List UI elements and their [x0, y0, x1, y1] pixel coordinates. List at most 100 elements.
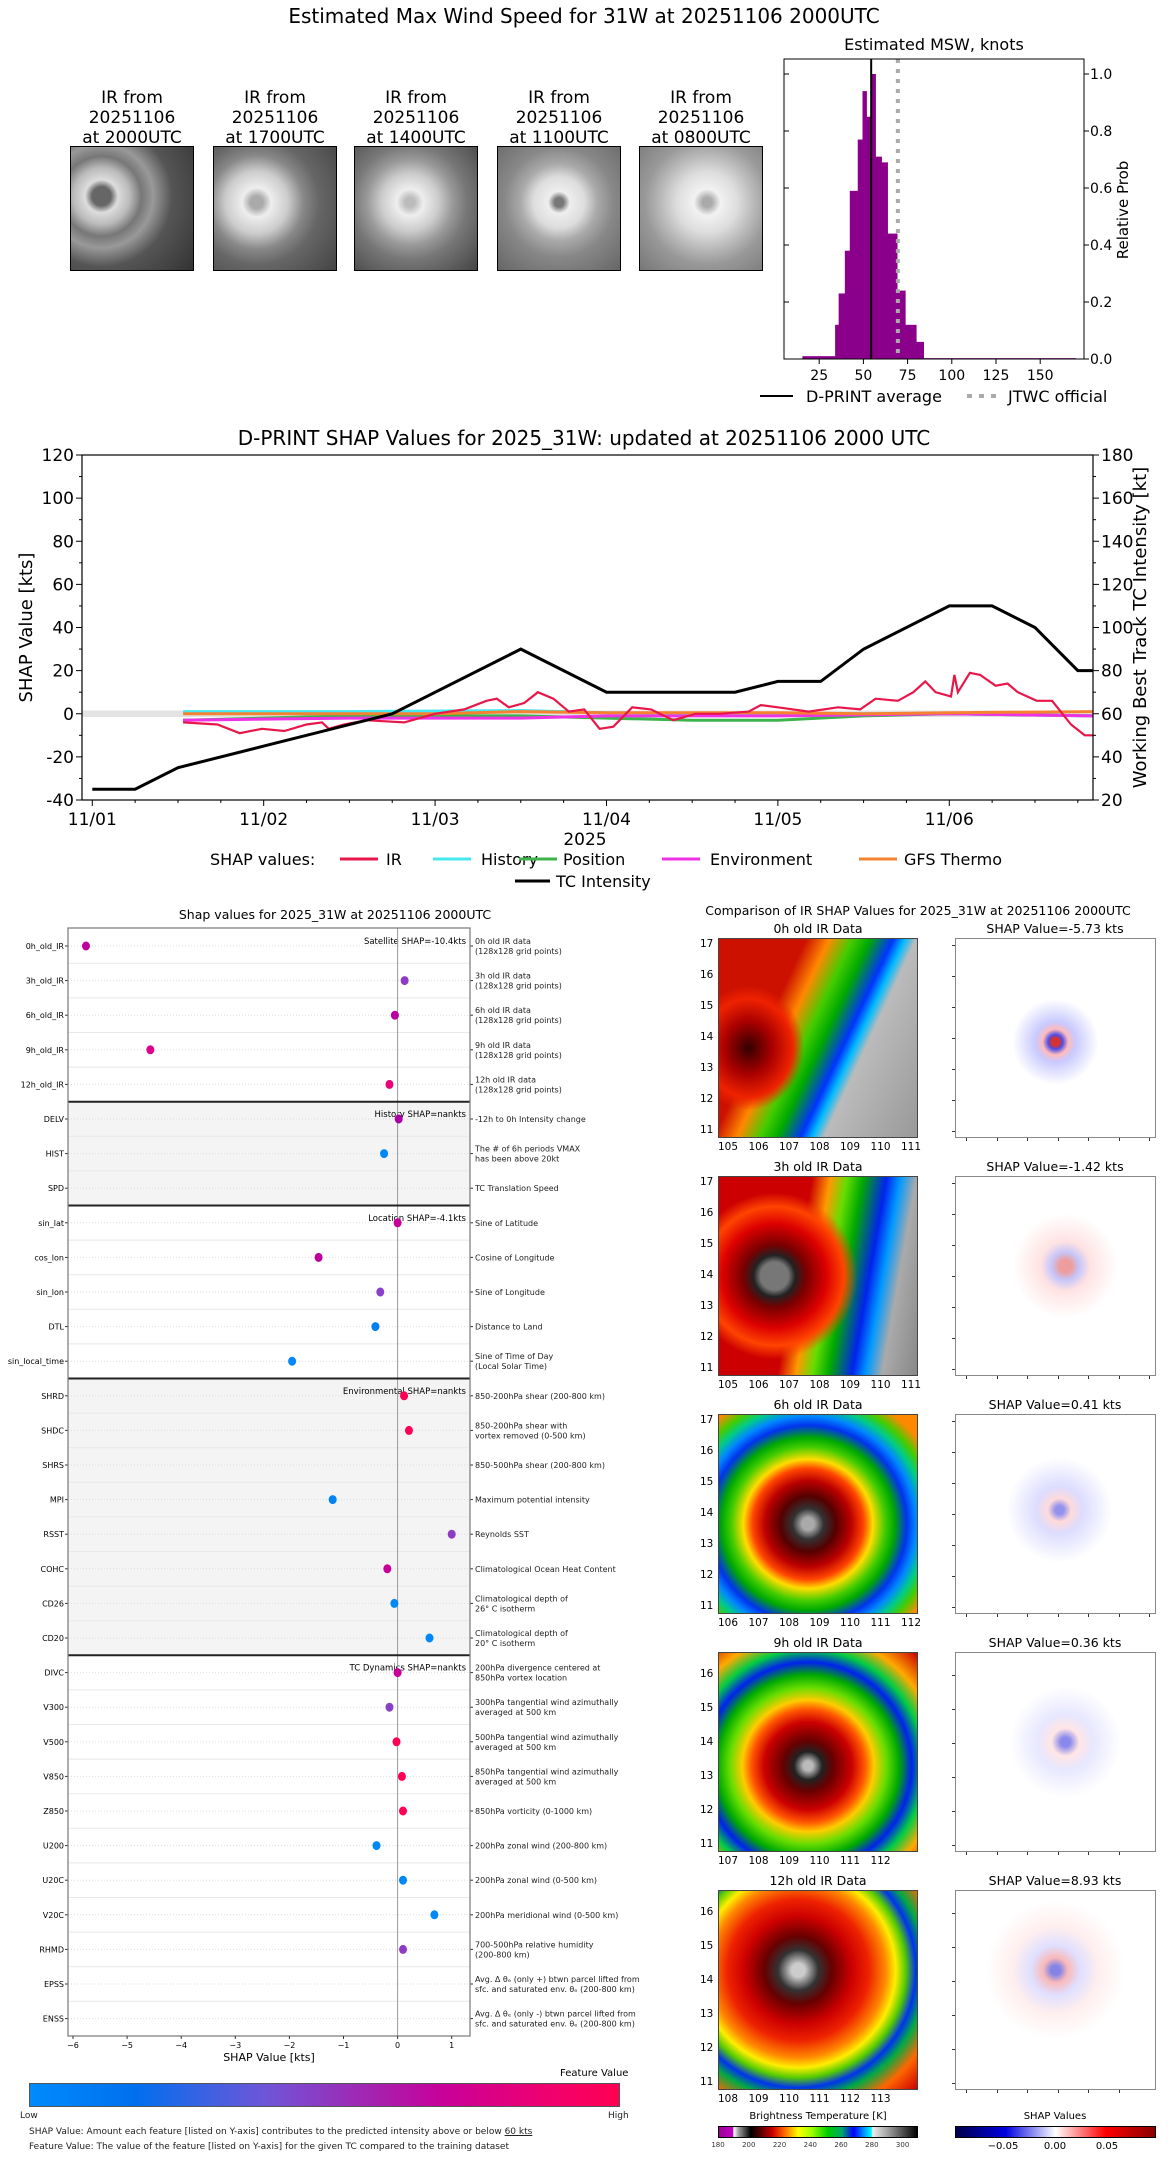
feature-description-line: 200hPa zonal wind (0-500 km) — [475, 1876, 597, 1885]
shap-x-tick — [996, 1614, 998, 1617]
longitude-tick-label: 109 — [778, 1855, 800, 1867]
feature-description-line: Climatological depth of — [475, 1629, 568, 1638]
feature-label: U200 — [43, 1842, 64, 1851]
feature-description: 200hPa zonal wind (0-500 km) — [475, 1876, 597, 1885]
feature-description: Sine of Time of Day (Local Solar Time) — [475, 1352, 554, 1371]
page-title: Estimated Max Wind Speed for 31W at 2025… — [288, 4, 880, 28]
x-tick-label: 11/04 — [582, 810, 631, 830]
longitude-tick-label: 112 — [900, 1617, 922, 1629]
x-tick-label: 0 — [395, 2041, 400, 2050]
shap-map-panel — [955, 938, 1156, 1138]
thumbnail-label-line: at 1100UTC — [509, 128, 609, 148]
legend-label: Position — [563, 850, 625, 869]
longitude-tick-label: 108 — [809, 1379, 830, 1391]
x-tick-label: 1 — [449, 2041, 454, 2050]
latitude-tick-label: 11 — [700, 1600, 714, 1612]
longitude-tick-label: 105 — [717, 1141, 739, 1153]
histogram-bar — [887, 233, 898, 359]
feature-description: The # of 6h periods VMAX has been above 2… — [474, 1145, 581, 1164]
legend-label: TC Intensity — [555, 872, 651, 891]
latitude-tick-label: 15 — [700, 1000, 714, 1012]
shap-y-tick — [952, 1100, 955, 1101]
thumbnail-label-line: 20251106 — [88, 108, 176, 128]
y-right-tick-label: 60 — [1101, 705, 1123, 725]
shap-y-tick — [952, 1038, 955, 1039]
shap-x-tick — [1057, 2090, 1059, 2093]
longitude-tick-label: 106 — [748, 1141, 769, 1153]
feature-label: ENSS — [43, 2015, 64, 2024]
timeseries-xlabel: 2025 — [563, 830, 606, 850]
shap-dot-V500 — [392, 1737, 401, 1747]
feature-description: Avg. Δ θₑ (only -) btwn parcel lifted fr… — [475, 2010, 636, 2029]
x-tick-label: 150 — [1027, 368, 1054, 384]
feature-description-line: 850hPa vortex location — [475, 1674, 567, 1683]
feature-description-line: 850-200hPa shear with — [475, 1421, 567, 1430]
histogram-bar — [835, 324, 840, 359]
shap-x-tick — [1057, 1376, 1059, 1379]
latitude-tick-label: 16 — [700, 1445, 714, 1457]
ir-panel-title: 6h old IR Data — [773, 1397, 863, 1412]
thumbnail-label: IR from 20251106 at 1100UTC — [479, 88, 639, 148]
x-tick-label: −3 — [229, 2041, 241, 2050]
feature-description: Sine of Latitude — [475, 1219, 538, 1228]
shap-y-tick — [952, 1709, 955, 1710]
feature-description-line: Reynolds SST — [475, 1530, 529, 1539]
feature-label: COHC — [41, 1565, 65, 1574]
feature-description: 700-500hPa relative humidity (200-800 km) — [475, 1940, 594, 1959]
latitude-tick-label: 13 — [700, 1300, 714, 1312]
shap-x-tick — [1027, 1614, 1028, 1617]
feature-description: Climatological depth of 26° C isotherm — [475, 1594, 568, 1613]
shap-panel-title: SHAP Value=-5.73 kts — [986, 921, 1124, 936]
x-tick-label: 11/01 — [68, 810, 117, 830]
longitude-tick-label: 109 — [748, 2093, 769, 2105]
shap-x-tick — [966, 1138, 967, 1141]
shap-dot-RSST — [447, 1529, 456, 1539]
footer-shap-text: SHAP Value: Amount each feature [listed … — [29, 2127, 505, 2137]
colorbar-low-label: Low — [20, 2111, 38, 2121]
shap-y-tick — [952, 1811, 955, 1812]
latitude-tick-label: 15 — [700, 1476, 714, 1488]
histogram-bar — [857, 139, 864, 359]
feature-description: 850hPa vorticity (0-1000 km) — [475, 1807, 592, 1816]
ir-thumbnail-image — [70, 146, 194, 271]
shap-x-tick — [1088, 1376, 1089, 1379]
y-right-tick-label: 40 — [1101, 748, 1123, 768]
shap-timeseries-chart: D-PRINT SHAP Values for 2025_31W: update… — [16, 426, 1151, 891]
footer-60kts-link: 60 kts — [504, 2127, 533, 2137]
histogram-bar — [866, 116, 872, 359]
latitude-tick-label: 15 — [700, 1702, 714, 1714]
msw-histogram: Estimated MSW, knots 25 50 75 100 125 150 0.0 0.… — [760, 35, 1132, 406]
feature-description: Reynolds SST — [475, 1530, 529, 1539]
feature-description-line: (128x128 grid points) — [475, 982, 562, 991]
y-tick-label: 1.0 — [1090, 67, 1112, 83]
shap-y-tick — [952, 1777, 955, 1778]
legend-title: SHAP values: — [210, 850, 315, 869]
longitude-tick-label: 112 — [839, 2093, 861, 2105]
shap-dot-cos_lon — [314, 1252, 323, 1262]
thumbnail-label-line: IR from — [244, 88, 306, 108]
latitude-tick-label: 13 — [700, 1062, 714, 1074]
x-tick-label: −6 — [67, 2041, 79, 2050]
ir-image-panel — [718, 938, 918, 1138]
shap-feature-chart: Shap values for 2025_31W at 20251106 200… — [8, 907, 640, 2064]
shap-dot-SHRD — [400, 1391, 409, 1401]
shap-dot-DIVC — [393, 1668, 402, 1678]
shap-dot-U20C — [399, 1875, 408, 1885]
latitude-tick-label: 14 — [700, 1031, 714, 1043]
feature-description-line: Climatological Ocean Heat Content — [475, 1565, 616, 1574]
feature-description-line: Avg. Δ θₑ (only -) btwn parcel lifted fr… — [475, 2010, 636, 2019]
feature-label: U20C — [42, 1876, 64, 1885]
histogram-title: Estimated MSW, knots — [844, 35, 1024, 54]
histogram-ylabel: Relative Prob — [1114, 161, 1132, 260]
ir-panel-title: 3h old IR Data — [773, 1159, 863, 1174]
feature-label: EPSS — [44, 1980, 64, 1989]
feature-value-colorbar — [29, 2083, 620, 2107]
shap-dot-Z850 — [399, 1806, 408, 1816]
feature-description-line: The # of 6h periods VMAX — [474, 1145, 581, 1154]
x-tick-label: 100 — [938, 368, 965, 384]
feature-description-line: 200hPa divergence centered at — [475, 1664, 600, 1673]
shap-map-panel — [955, 1890, 1156, 2090]
longitude-tick-label: 108 — [717, 2093, 739, 2105]
feature-description: 300hPa tangential wind azimuthally averag… — [475, 1698, 619, 1717]
feature-description: 0h old IR data (128x128 grid points) — [475, 937, 562, 956]
